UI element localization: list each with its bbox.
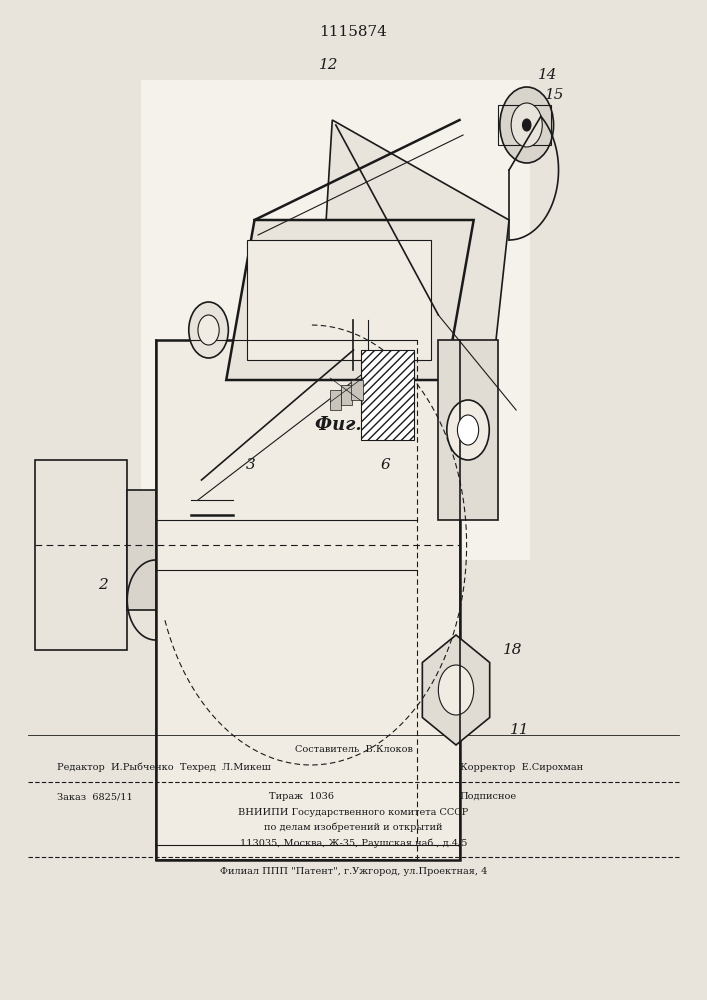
Text: ВНИИПИ Государственного комитета СССР: ВНИИПИ Государственного комитета СССР [238, 808, 469, 817]
Circle shape [500, 87, 554, 163]
Circle shape [447, 400, 489, 460]
Bar [330, 390, 341, 410]
Circle shape [457, 415, 479, 445]
Text: Тираж  1036: Тираж 1036 [269, 792, 334, 801]
Text: Составитель  В.Клоков: Составитель В.Клоков [295, 745, 412, 754]
Text: 6: 6 [380, 458, 390, 472]
Text: 3: 3 [246, 458, 256, 472]
Text: Филиал ППП "Патент", г.Ужгород, ул.Проектная, 4: Филиал ППП "Патент", г.Ужгород, ул.Проек… [220, 867, 487, 876]
Circle shape [522, 119, 531, 131]
Circle shape [438, 665, 474, 715]
Text: 15: 15 [545, 88, 565, 102]
Polygon shape [247, 240, 431, 360]
Bar [438, 340, 498, 520]
Circle shape [511, 103, 542, 147]
Text: 18: 18 [503, 643, 522, 657]
Bar [127, 490, 156, 610]
Text: Заказ  6825/11: Заказ 6825/11 [57, 792, 132, 801]
Text: 2: 2 [98, 578, 107, 592]
Text: 14: 14 [538, 68, 558, 82]
Bar [498, 105, 551, 145]
Text: 1115874: 1115874 [320, 25, 387, 39]
FancyBboxPatch shape [141, 80, 530, 560]
Text: Редактор  И.Рыбченко  Техред  Л.Микеш: Редактор И.Рыбченко Техред Л.Микеш [57, 763, 270, 772]
Text: Фиг. 15: Фиг. 15 [315, 416, 392, 434]
Polygon shape [422, 635, 490, 745]
Bar [35, 460, 127, 650]
Text: по делам изобретений и открытий: по делам изобретений и открытий [264, 823, 443, 832]
Bar [156, 340, 460, 860]
Bar [341, 385, 352, 405]
Bar [361, 350, 414, 440]
Text: Подписное: Подписное [460, 792, 517, 801]
Circle shape [189, 302, 228, 358]
Circle shape [198, 315, 219, 345]
Polygon shape [318, 120, 509, 350]
Bar [351, 380, 363, 400]
Text: Корректор  Е.Сирохман: Корректор Е.Сирохман [460, 763, 583, 772]
Polygon shape [226, 220, 474, 380]
Text: 11: 11 [510, 723, 530, 737]
Text: 113035, Москва, Ж-35, Раушская наб., д.4/5: 113035, Москва, Ж-35, Раушская наб., д.4… [240, 838, 467, 848]
Text: 12: 12 [319, 58, 339, 72]
